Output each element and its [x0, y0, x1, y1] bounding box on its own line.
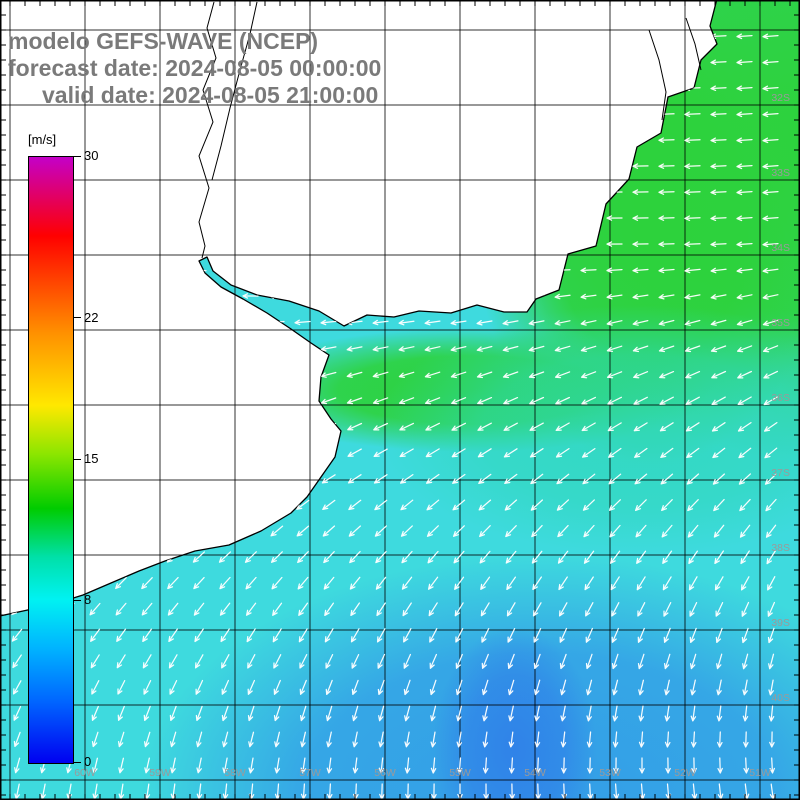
coastal-lagoon-line [648, 29, 667, 121]
lon-label: 54W [524, 767, 546, 779]
colorbar-tick [74, 155, 81, 157]
lon-label: 55W [449, 767, 471, 779]
model-title: modelo GEFS-WAVE (NCEP) [8, 28, 319, 54]
longitude-labels: 60W 59W 58W 57W 56W 55W 54W 53W 52W 51W [74, 767, 771, 779]
colorbar-unit-label: [m/s] [28, 132, 57, 147]
lat-label: 36S [771, 392, 790, 404]
valid-date-line: valid date: 2024-08-05 21:00:00 [42, 82, 379, 108]
low-wind-blue-south [140, 555, 800, 800]
teal-transition-zone [375, 305, 800, 555]
lon-label: 57W [299, 767, 321, 779]
lowest-wind-deep-blue [433, 626, 597, 800]
colorbar-gradient-bar [28, 156, 74, 764]
lon-label: 52W [674, 767, 696, 779]
lon-label: 56W [374, 767, 396, 779]
lon-label: 60W [74, 767, 96, 779]
lon-label: 53W [599, 767, 621, 779]
colorbar-tick [74, 317, 81, 319]
colorbar-tick [74, 599, 81, 601]
map-title-block: modelo GEFS-WAVE (NCEP) forecast date: 2… [8, 28, 381, 109]
lon-label: 51W [749, 767, 771, 779]
colorbar-tick [74, 458, 81, 460]
lat-label: 40S [771, 692, 790, 704]
lat-label: 34S [771, 242, 790, 254]
colorbar-tick-label: 30 [84, 148, 99, 163]
colorbar-tick [74, 761, 81, 763]
lon-label: 59W [149, 767, 171, 779]
lat-label: 35S [771, 317, 790, 329]
lat-label: 33S [771, 167, 790, 179]
lat-label: 39S [771, 617, 790, 629]
colorbar-tick-label: 22 [84, 309, 99, 325]
lat-label: 38S [771, 542, 790, 554]
colorbar-tick-label: 0 [84, 754, 92, 769]
latitude-labels: 32S 33S 34S 35S 36S 37S 38S 39S 40S [771, 92, 790, 704]
lat-label: 32S [771, 92, 790, 104]
coastal-lagoon-line-2 [685, 17, 702, 71]
river-parana [198, 1, 217, 259]
forecast-date-line: forecast date: 2024-08-05 00:00:00 [8, 55, 382, 81]
colorbar: [m/s] 30 22 15 8 0 [26, 132, 146, 792]
colorbar-tick-label: 15 [84, 451, 99, 466]
colorbar-tick-label: 8 [84, 592, 92, 608]
lon-label: 58W [224, 767, 246, 779]
lat-label: 37S [771, 467, 790, 479]
land-mass [0, 0, 718, 617]
